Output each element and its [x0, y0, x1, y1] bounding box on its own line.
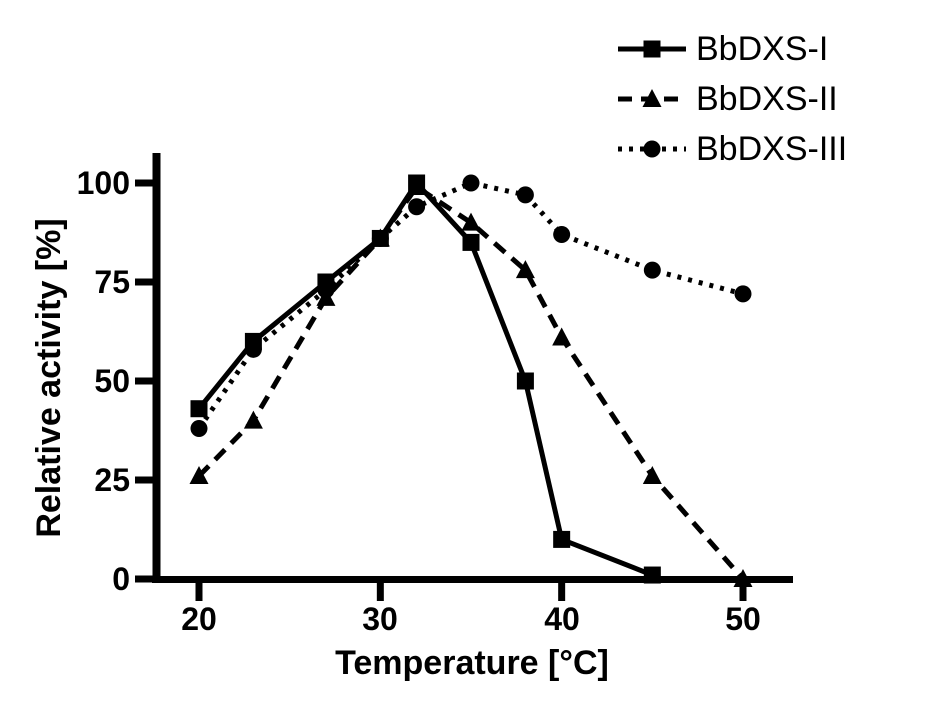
series-marker-bbdxs-iii	[317, 281, 335, 299]
series-marker-bbdxs-iii	[408, 198, 426, 216]
legend-item-bbdxs-iii: BbDXS-III	[618, 124, 847, 174]
series-marker-bbdxs-iii	[553, 225, 571, 243]
series-marker-bbdxs-i	[643, 566, 661, 584]
series-marker-bbdxs-i	[516, 372, 534, 390]
x-tick-label-30: 30	[362, 601, 398, 637]
series-marker-bbdxs-iii	[190, 420, 208, 438]
x-tick-labels: 20 30 40 50	[181, 601, 761, 637]
data-series	[189, 174, 753, 587]
series-marker-bbdxs-ii	[407, 176, 427, 195]
series-marker-bbdxs-iii	[734, 285, 752, 303]
legend-label-bbdxs-ii: BbDXS-II	[696, 80, 838, 118]
y-axis-title: Relative activity [%]	[30, 218, 68, 537]
legend-sample-marker-square	[643, 40, 661, 58]
x-tick-label-50: 50	[725, 601, 761, 637]
y-tick-label-50: 50	[94, 363, 130, 399]
series-marker-bbdxs-ii	[733, 569, 753, 587]
series-marker-bbdxs-iii	[643, 261, 661, 279]
series-marker-bbdxs-ii	[189, 466, 209, 485]
x-tick-label-20: 20	[181, 601, 217, 637]
series-marker-bbdxs-i	[553, 530, 571, 548]
y-tick-labels: 0 25 50 75 100	[77, 165, 130, 597]
series-line-bbdxs-ii	[197, 183, 745, 581]
x-axis-title: Temperature [°C]	[335, 644, 609, 682]
series-marker-bbdxs-ii	[642, 466, 662, 485]
series-marker-bbdxs-ii	[515, 260, 535, 279]
series-marker-bbdxs-ii	[461, 212, 481, 231]
series-marker-bbdxs-i	[190, 400, 208, 418]
series-marker-bbdxs-iii	[462, 174, 480, 192]
y-tick-label-0: 0	[112, 561, 130, 597]
series-marker-bbdxs-ii	[243, 410, 263, 429]
legend: BbDXS-I BbDXS-II BbDXS-III	[618, 24, 847, 174]
legend-label-bbdxs-iii: BbDXS-III	[696, 130, 848, 168]
legend-sample-marker-circle	[643, 140, 661, 158]
legend-circle-marker-icon	[618, 140, 686, 158]
legend-square-marker-icon	[618, 40, 686, 58]
x-tick-label-40: 40	[544, 601, 580, 637]
legend-label-bbdxs-i: BbDXS-I	[696, 30, 829, 68]
legend-item-bbdxs-ii: BbDXS-II	[618, 74, 847, 124]
y-tick-label-100: 100	[77, 165, 130, 201]
series-marker-bbdxs-iii	[371, 229, 389, 247]
legend-sample-marker-triangle	[642, 89, 662, 107]
series-line-bbdxs-i	[197, 178, 654, 578]
y-tick-label-75: 75	[94, 264, 130, 300]
series-marker-bbdxs-iii	[516, 186, 534, 204]
y-tick-label-25: 25	[94, 462, 130, 498]
series-marker-bbdxs-iii	[244, 340, 262, 358]
series-marker-bbdxs-ii	[552, 327, 572, 346]
series-line-bbdxs-iii	[196, 180, 744, 430]
series-marker-bbdxs-i	[462, 233, 480, 251]
legend-item-bbdxs-i: BbDXS-I	[618, 24, 847, 74]
legend-triangle-marker-icon	[618, 89, 686, 107]
